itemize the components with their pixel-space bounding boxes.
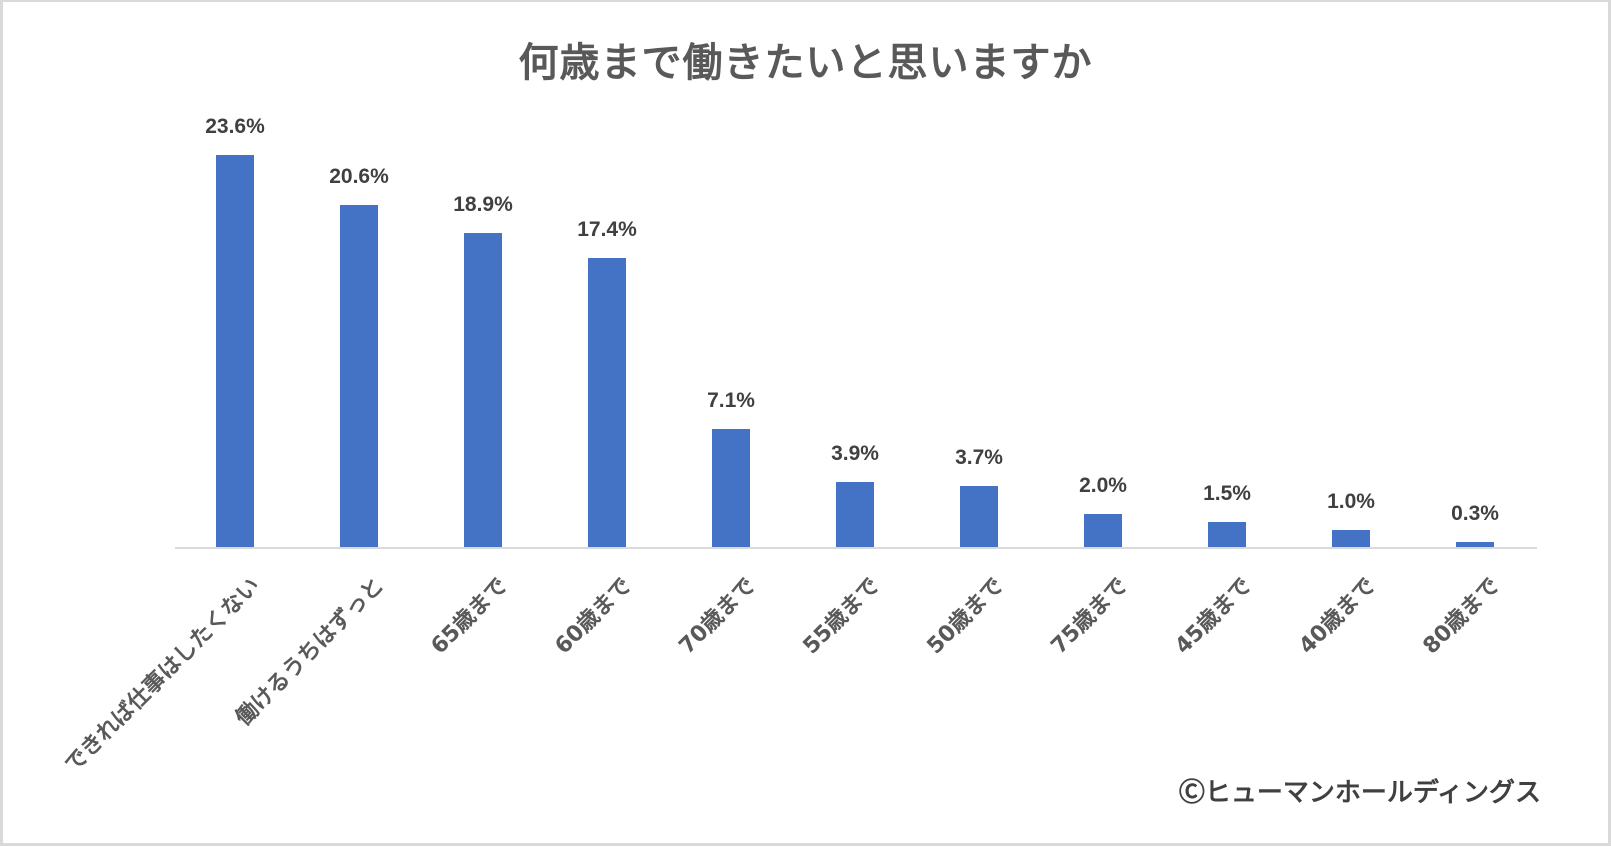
bar	[960, 485, 998, 547]
data-label: 3.7%	[955, 445, 1003, 469]
chart-title: 何歳まで働きたいと思いますか	[518, 40, 1093, 86]
bar	[588, 258, 626, 547]
bar	[712, 429, 750, 547]
category-label: 50歳まで	[922, 573, 1009, 660]
data-label: 23.6%	[205, 115, 265, 139]
category-label: 80歳まで	[1418, 573, 1505, 660]
category-label: 75歳まで	[1046, 573, 1133, 660]
bar	[464, 233, 502, 547]
data-label: 1.5%	[1203, 482, 1251, 506]
data-label: 20.6%	[329, 165, 389, 189]
category-label: 55歳まで	[798, 573, 885, 660]
data-label: 3.9%	[831, 442, 879, 466]
bar	[1456, 542, 1494, 547]
category-label: 65歳まで	[426, 573, 513, 660]
category-label: 45歳まで	[1170, 573, 1257, 660]
data-label: 18.9%	[453, 193, 513, 217]
category-label: 40歳まで	[1294, 573, 1381, 660]
data-label: 2.0%	[1079, 473, 1127, 497]
category-label: できれば仕事はしたくない	[60, 573, 265, 778]
category-label: 60歳まで	[550, 573, 637, 660]
data-label: 7.1%	[707, 389, 755, 413]
bar	[1084, 513, 1122, 547]
data-label: 17.4%	[577, 218, 637, 242]
x-axis-line	[175, 547, 1537, 549]
data-label: 0.3%	[1451, 502, 1499, 526]
bar	[216, 155, 254, 547]
bar	[836, 482, 874, 547]
data-label: 1.0%	[1327, 490, 1375, 514]
bar	[340, 205, 378, 547]
copyright-credit: Ⓒヒューマンホールディングス	[1178, 778, 1541, 808]
bar	[1208, 522, 1246, 547]
bar	[1332, 530, 1370, 547]
category-label: 70歳まで	[674, 573, 761, 660]
